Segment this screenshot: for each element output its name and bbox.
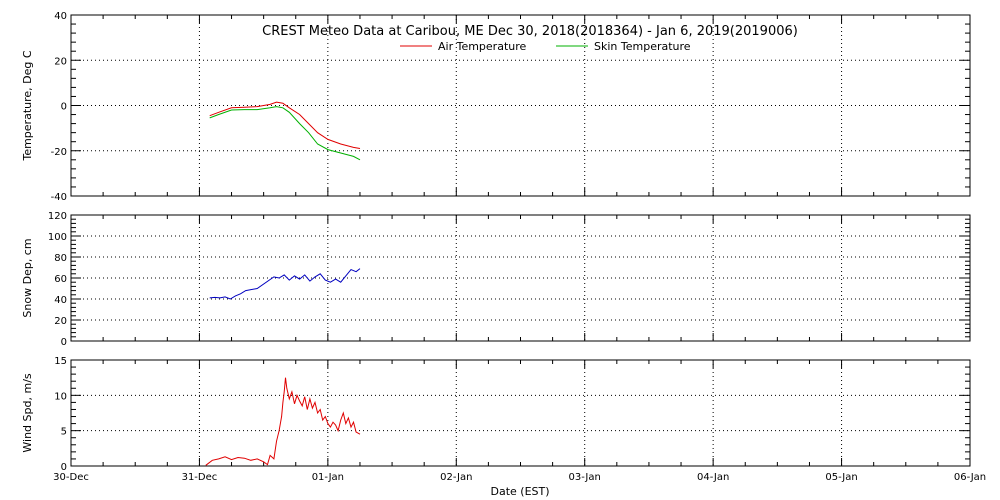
- series-line-0-1: [209, 106, 361, 161]
- y-axis-title: Temperature, Deg C: [21, 50, 34, 161]
- y-tick-label: 40: [54, 295, 67, 306]
- y-tick-label: 10: [54, 391, 67, 402]
- chart-panels: -40 -20 0 20 40 Temperature, Deg C 0 20 40 60 80 10…: [21, 11, 986, 483]
- series-line-2-0: [205, 377, 361, 466]
- x-tick-label: 01-Jan: [312, 472, 344, 483]
- y-tick-label: 5: [61, 427, 67, 438]
- series-line-0-0: [209, 101, 361, 149]
- x-tick-label: 05-Jan: [825, 472, 857, 483]
- y-tick-label: 60: [54, 274, 67, 285]
- x-tick-label: 02-Jan: [440, 472, 472, 483]
- x-tick-label: 30-Dec: [53, 472, 89, 483]
- y-tick-label: -20: [51, 147, 67, 158]
- y-tick-label: 0: [61, 337, 67, 348]
- y-tick-label: 20: [54, 56, 67, 67]
- x-tick-label: 03-Jan: [569, 472, 601, 483]
- x-tick-label: 06-Jan: [954, 472, 986, 483]
- y-tick-label: 0: [61, 462, 67, 473]
- y-tick-label: 15: [54, 356, 67, 367]
- y-tick-label: 100: [48, 232, 67, 243]
- y-tick-label: 40: [54, 11, 67, 22]
- y-tick-label: 120: [48, 211, 67, 222]
- x-axis-title: Date (EST): [490, 485, 549, 498]
- y-tick-label: 0: [61, 102, 67, 113]
- x-tick-label: 04-Jan: [697, 472, 729, 483]
- panel-frame: [70, 359, 971, 467]
- legend-label: Air Temperature: [438, 40, 527, 53]
- legend-label: Skin Temperature: [594, 40, 691, 53]
- y-axis-title: Snow Dep, cm: [21, 238, 34, 317]
- y-tick-label: -40: [51, 192, 67, 203]
- x-tick-label: 31-Dec: [182, 472, 218, 483]
- y-tick-label: 80: [54, 253, 67, 264]
- y-tick-label: 20: [54, 316, 67, 327]
- series-line-1-0: [209, 268, 361, 300]
- chart-title: CREST Meteo Data at Caribou, ME Dec 30, …: [262, 24, 798, 39]
- y-axis-title: Wind Spd, m/s: [21, 373, 34, 453]
